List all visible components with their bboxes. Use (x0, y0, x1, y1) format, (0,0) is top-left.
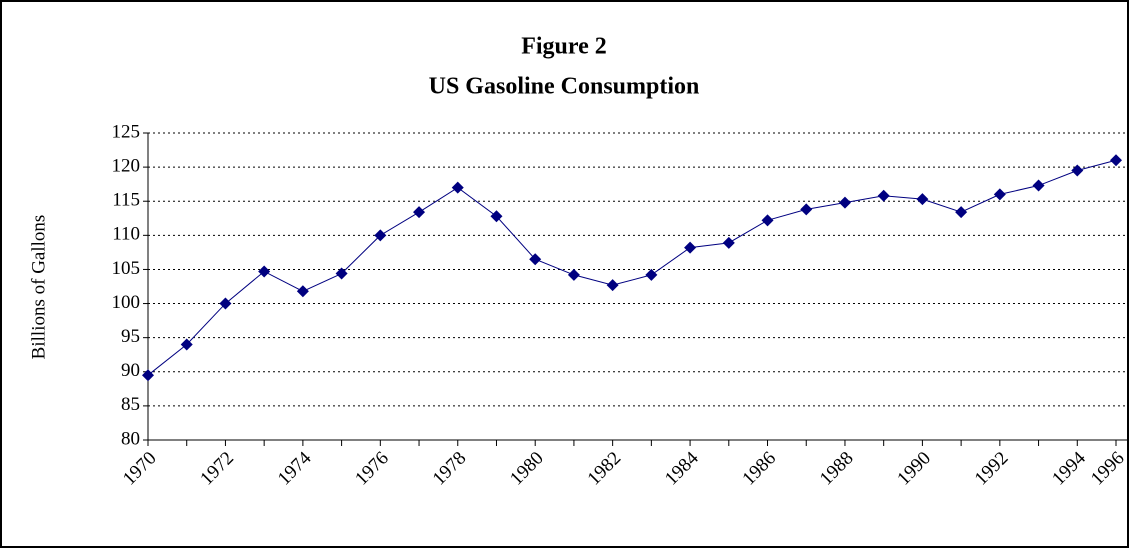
marker (1071, 164, 1084, 177)
marker (838, 196, 851, 209)
y-tick-label: 105 (112, 258, 141, 279)
marker (722, 236, 735, 249)
marker (142, 369, 154, 382)
y-tick-label: 115 (112, 190, 140, 211)
marker (606, 279, 619, 292)
marker (993, 188, 1006, 201)
y-tick-label: 80 (121, 428, 140, 449)
line (147, 159, 1117, 376)
marker (258, 265, 271, 278)
marker (684, 241, 697, 254)
marker (645, 268, 658, 281)
y-axis-label: Billions of Gallons (28, 215, 49, 360)
y-tick-label: 85 (121, 394, 140, 415)
y-tick-label: 125 (112, 121, 141, 142)
marker (490, 210, 503, 223)
marker (296, 285, 309, 298)
y-tick-label: 90 (121, 360, 140, 381)
marker (567, 268, 580, 281)
marker (335, 267, 348, 280)
marker (955, 206, 968, 219)
chart-subtitle: US Gasoline Consumption (429, 74, 700, 100)
marker (374, 229, 387, 242)
marker (1110, 154, 1122, 167)
marker (451, 181, 464, 194)
marker (219, 297, 232, 310)
y-tick-label: 110 (112, 224, 140, 245)
marker (180, 338, 193, 351)
y-tick-label: 120 (112, 155, 141, 176)
marker (529, 253, 542, 266)
marker (877, 189, 890, 202)
y-tick-label: 95 (121, 326, 140, 347)
marker (761, 214, 774, 227)
chart-title: Figure 2 (521, 34, 607, 60)
y-tick-label: 100 (112, 292, 141, 313)
marker (800, 203, 813, 216)
marker (1032, 179, 1045, 192)
marker (916, 193, 929, 206)
marker (413, 206, 426, 219)
